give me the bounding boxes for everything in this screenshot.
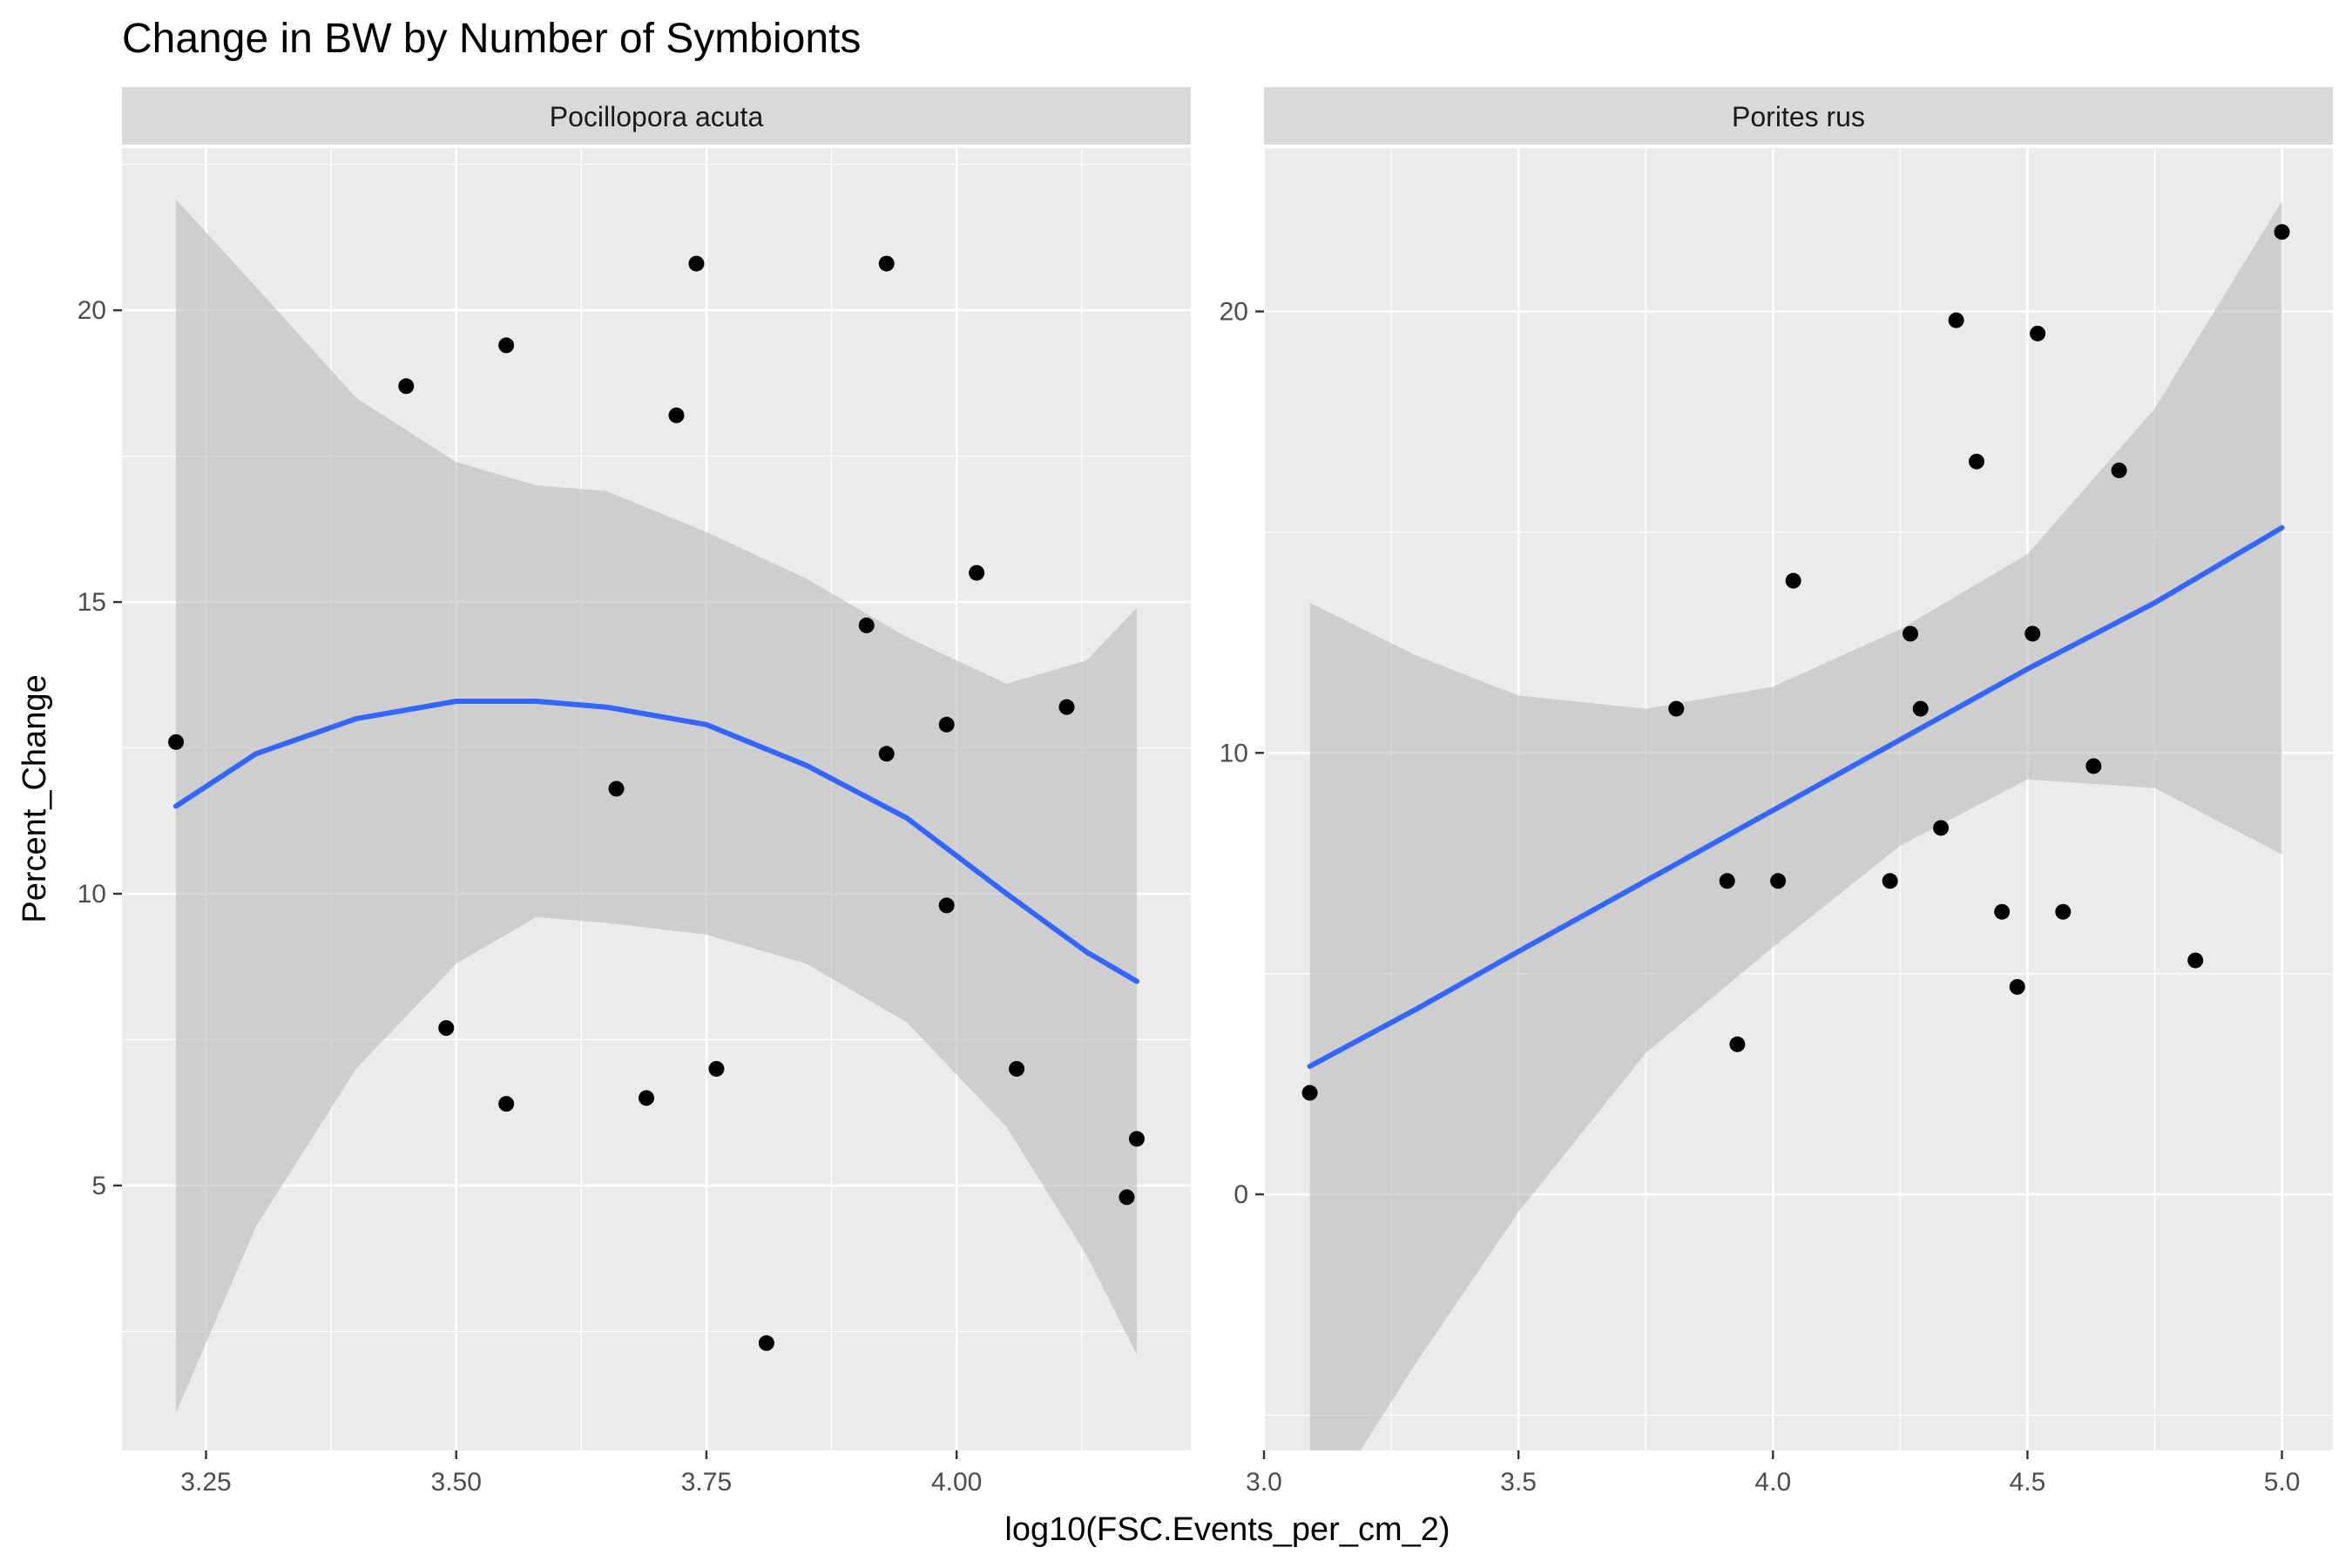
y-tick-label: 5 [91, 1172, 106, 1200]
data-point [938, 716, 955, 733]
data-point [1903, 625, 1919, 642]
data-point [1770, 873, 1787, 889]
y-tick-label: 0 [1233, 1180, 1248, 1209]
data-point [1119, 1189, 1135, 1206]
x-tick-label: 4.00 [931, 1468, 982, 1497]
y-tick-label: 15 [78, 588, 106, 617]
y-axis-title: Percent_Change [17, 674, 53, 923]
data-point [398, 378, 415, 395]
data-point [1729, 1036, 1746, 1052]
chart-title: Change in BW by Number of Symbionts [122, 16, 861, 62]
data-point [938, 897, 955, 914]
data-point [608, 781, 625, 797]
data-point [1301, 1085, 1318, 1101]
x-tick-label: 4.0 [1754, 1468, 1791, 1497]
data-point [639, 1090, 655, 1106]
y-tick-label: 20 [78, 296, 106, 325]
data-point [168, 733, 185, 750]
data-point [1668, 700, 1685, 717]
data-point [2030, 325, 2046, 341]
x-tick-label: 5.0 [2264, 1468, 2301, 1497]
fit-line [173, 699, 1139, 984]
data-point [2187, 952, 2204, 969]
fit-line [1307, 524, 2285, 1070]
data-point [1912, 700, 1929, 717]
data-point [969, 564, 985, 581]
data-point [758, 1335, 774, 1351]
data-point [1719, 873, 1735, 889]
data-point [708, 1060, 725, 1077]
data-point [1969, 453, 1984, 470]
data-point [1128, 1131, 1145, 1147]
data-point [688, 255, 705, 272]
data-point [1994, 903, 2011, 920]
y-tick-label: 20 [1220, 298, 1248, 327]
x-tick-label: 3.50 [431, 1468, 482, 1497]
data-point [858, 617, 875, 633]
x-tick-label: 3.25 [180, 1468, 231, 1497]
data-point [1882, 873, 1898, 889]
x-tick-label: 4.5 [2010, 1468, 2046, 1497]
strip-background [1264, 87, 2333, 145]
confidence-ribbon [176, 199, 1137, 1414]
data-point [1933, 820, 1950, 836]
data-point [498, 1096, 515, 1112]
data-point [1948, 312, 1964, 328]
y-tick-label: 10 [78, 880, 106, 909]
x-tick-label: 3.75 [681, 1468, 732, 1497]
strip-label: Pocillopora acuta [550, 101, 764, 132]
confidence-ribbon [1309, 200, 2282, 1450]
data-point [668, 407, 685, 423]
strip-background [122, 87, 1191, 145]
data-point [2111, 462, 2127, 478]
panel-porites-rus: Porites rus 3.0 3.5 4.0 4.5 5.0 0 10 20 [1220, 87, 2333, 1497]
data-point [2055, 903, 2072, 920]
data-point [2274, 224, 2290, 240]
data-point [498, 337, 515, 354]
panel-pocillopora-acuta: Pocillopora acuta 3.25 3.50 3.75 4.00 5 10 15 2… [78, 87, 1191, 1497]
data-point [2024, 625, 2041, 642]
data-point [1785, 572, 1801, 589]
y-tick-label: 10 [1220, 739, 1248, 767]
x-axis-title: log10(FSC.Events_per_cm_2) [1004, 1511, 1450, 1548]
data-point [878, 746, 895, 762]
x-tick-label: 3.5 [1500, 1468, 1537, 1497]
x-tick-label: 3.0 [1246, 1468, 1282, 1497]
data-point [438, 1020, 455, 1037]
strip-label: Porites rus [1732, 101, 1865, 132]
data-point [1009, 1060, 1025, 1077]
data-point [2009, 978, 2025, 995]
data-point [878, 255, 895, 272]
data-point [1058, 699, 1075, 715]
data-point [2085, 758, 2102, 774]
